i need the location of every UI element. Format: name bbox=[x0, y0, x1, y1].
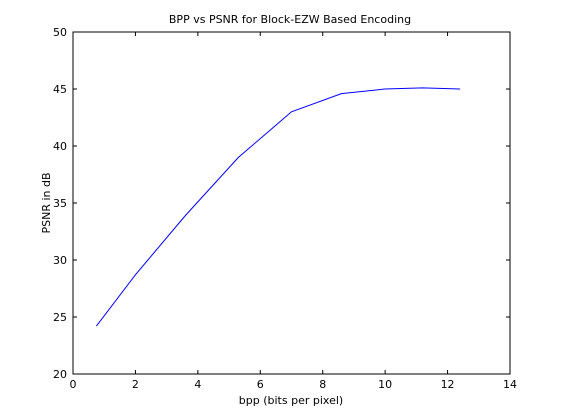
chart-title: BPP vs PSNR for Block-EZW Based Encoding bbox=[169, 13, 411, 26]
y-tick-label: 20 bbox=[53, 368, 67, 381]
y-tick-label: 40 bbox=[53, 140, 67, 153]
x-tick-label: 0 bbox=[70, 378, 77, 391]
x-tick-label: 4 bbox=[194, 378, 201, 391]
x-tick-label: 2 bbox=[132, 378, 139, 391]
y-axis: 20 25 30 35 40 45 50 bbox=[53, 26, 510, 381]
x-tick-label: 6 bbox=[257, 378, 264, 391]
y-tick-label: 50 bbox=[53, 26, 67, 39]
x-axis: 0 2 4 6 8 10 12 14 bbox=[70, 32, 517, 391]
series-line-1 bbox=[96, 87, 461, 327]
y-tick-label: 30 bbox=[53, 254, 67, 267]
y-tick-label: 35 bbox=[53, 197, 67, 210]
x-axis-label: bpp (bits per pixel) bbox=[239, 394, 343, 407]
x-tick-label: 14 bbox=[503, 378, 517, 391]
y-axis-label: PSNR in dB bbox=[40, 172, 53, 233]
y-tick-label: 25 bbox=[53, 311, 67, 324]
y-tick-label: 45 bbox=[53, 83, 67, 96]
axes-box bbox=[72, 31, 511, 375]
x-tick-label: 8 bbox=[319, 378, 326, 391]
x-tick-label: 12 bbox=[441, 378, 455, 391]
x-tick-label: 10 bbox=[378, 378, 392, 391]
series-layer bbox=[96, 87, 461, 327]
